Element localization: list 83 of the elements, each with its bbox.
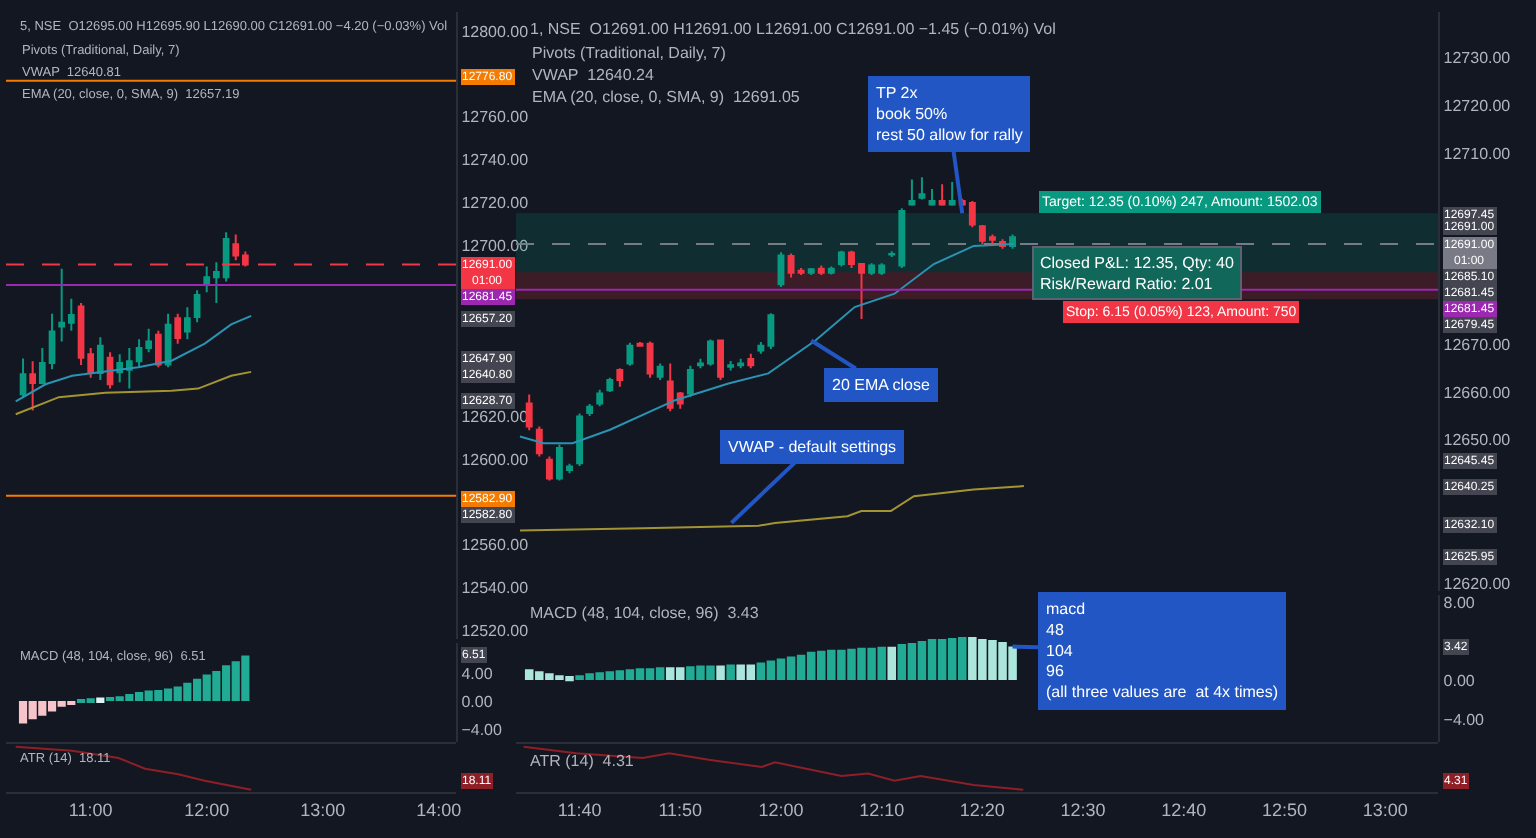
y-tick-label: 12520.00 — [461, 621, 530, 640]
candlestick — [545, 455, 553, 482]
text: MACD (48, 104, close, 96) 3.43 — [530, 604, 760, 622]
line-series — [518, 485, 1025, 532]
y-tick-label: 12620.00 — [461, 407, 530, 426]
candlestick — [908, 178, 916, 207]
y-tick-label: 12710.00 — [1443, 144, 1512, 163]
candlestick — [717, 338, 725, 382]
x-tick-label: 12:40 — [1161, 799, 1207, 820]
x-tick-label: 11:50 — [658, 799, 703, 820]
y-tick-label: 8.00 — [1443, 593, 1476, 612]
candlestick — [928, 188, 936, 207]
candlestick — [576, 412, 584, 468]
bar — [96, 697, 105, 703]
text: 1, NSE O12691.00 H12691.00 L12691.00 C12691.00 −1.45 (−0.01%) Vol — [530, 20, 1057, 38]
candlestick — [968, 200, 976, 229]
y-tick-label: 12560.00 — [461, 536, 530, 555]
annotation: TP 2x book 50% rest 50 allow for rally — [876, 84, 1023, 144]
y-tick-label: 12620.00 — [1443, 574, 1512, 593]
candlestick — [827, 265, 835, 276]
annotation: macd 48 104 96 (all three values are at 4x times) — [1046, 600, 1279, 702]
candlestick — [817, 264, 825, 277]
y-tick-label: 12540.00 — [461, 579, 530, 598]
y-tick-label: 12670.00 — [1443, 335, 1512, 354]
candlestick — [656, 362, 664, 382]
y-tick-label: 12740.00 — [461, 151, 530, 170]
x-tick-label: 12:30 — [1060, 799, 1106, 820]
y-tick-label: −4.00 — [1443, 710, 1486, 729]
candlestick — [646, 340, 654, 379]
y-tick-label: 12650.00 — [1443, 431, 1512, 450]
candlestick — [96, 336, 104, 382]
x-tick-label: 13:00 — [1362, 799, 1408, 820]
line-series — [14, 314, 253, 403]
candlestick — [807, 266, 815, 277]
candlestick — [938, 183, 946, 207]
y-tick-label: 12720.00 — [461, 194, 530, 213]
y-tick-label: 12700.00 — [461, 236, 530, 255]
chart-title: ATR (14) 4.31 — [530, 752, 635, 770]
x-tick-label: 12:00 — [184, 799, 230, 820]
y-tick-label: 0.00 — [461, 692, 494, 711]
candlestick — [686, 364, 694, 398]
annotation: Pivots (Traditional, Daily, 7) — [532, 44, 727, 62]
y-tick-label: −4.00 — [461, 720, 503, 739]
annotation: Closed P&L: 12.35, Qty: 40 Risk/Reward Ratio: 2.01 — [1040, 254, 1235, 293]
candlestick — [586, 402, 594, 417]
y-tick-label: 0.00 — [1443, 671, 1476, 690]
bar — [726, 664, 735, 681]
candlestick — [174, 312, 182, 345]
candlestick — [837, 249, 845, 268]
candlestick — [616, 367, 624, 388]
candlestick — [626, 341, 634, 367]
y-tick-label: 12760.00 — [461, 108, 530, 127]
bar — [716, 665, 725, 681]
candlestick — [606, 376, 614, 394]
y-tick-label: 4.00 — [461, 664, 494, 683]
x-tick-label: 13:00 — [300, 799, 346, 820]
candlestick — [29, 360, 37, 412]
x-tick-label: 11:00 — [68, 799, 113, 820]
annotation: VWAP 12640.24 — [532, 66, 655, 84]
x-tick-label: 12:00 — [758, 799, 804, 820]
candlestick — [535, 425, 543, 458]
annotation: VWAP - default settings — [728, 438, 897, 456]
x-tick-label: 12:20 — [959, 799, 1005, 820]
candlestick — [948, 180, 956, 207]
x-tick-label: 12:50 — [1261, 799, 1308, 820]
candlestick — [154, 329, 162, 369]
y-tick-label: 12660.00 — [1443, 383, 1512, 402]
annotation: EMA (20, close, 0, SMA, 9) 12691.05 — [532, 88, 801, 106]
annotation: 20 EMA close — [832, 376, 931, 394]
bar — [887, 646, 896, 681]
y-tick-label: 12730.00 — [1443, 49, 1512, 68]
y-tick-label: 12600.00 — [461, 450, 530, 469]
y-tick-label: 12720.00 — [1443, 97, 1512, 116]
y-tick-label: 12800.00 — [461, 22, 530, 41]
x-tick-label: 12:10 — [859, 799, 905, 820]
candlestick — [918, 176, 926, 201]
x-tick-label: 11:40 — [557, 799, 602, 820]
candlestick — [596, 388, 604, 408]
candlestick — [525, 393, 533, 432]
candlestick — [747, 352, 755, 370]
candlestick — [19, 357, 27, 399]
x-tick-label: 14:00 — [416, 799, 462, 820]
line-series — [14, 370, 253, 416]
